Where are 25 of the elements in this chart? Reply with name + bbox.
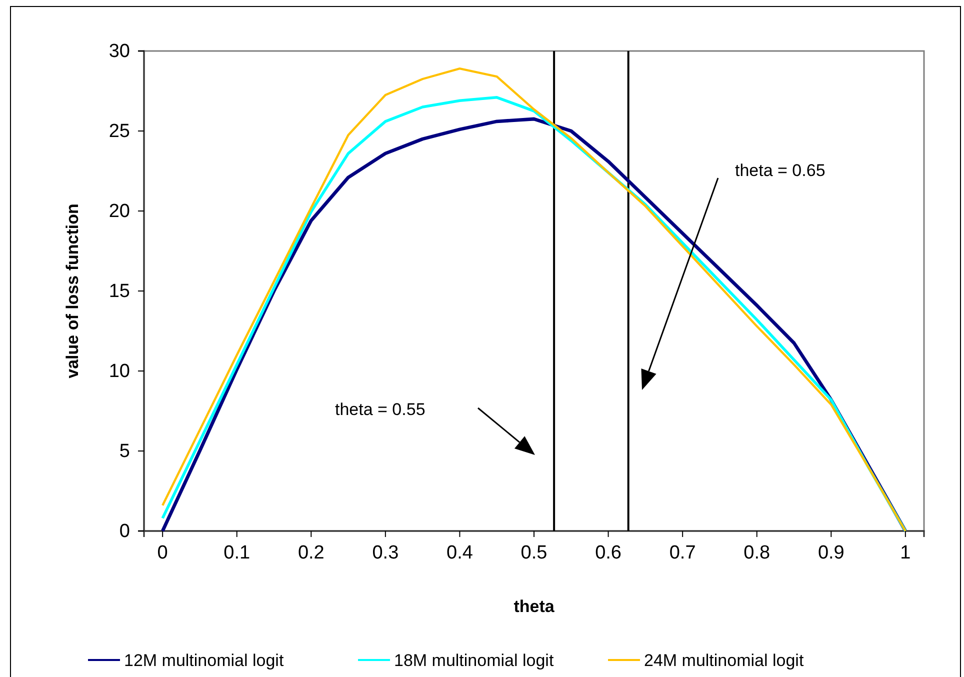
legend-label: 24M multinomial logit bbox=[644, 651, 804, 670]
x-tick-label: 0.2 bbox=[298, 542, 324, 564]
y-tick-label: 10 bbox=[108, 361, 130, 382]
x-tick-label: 0.7 bbox=[669, 542, 696, 564]
x-tick-label: 0.4 bbox=[446, 542, 474, 564]
x-tick-label: 0.8 bbox=[744, 542, 770, 564]
x-tick-label: 0.6 bbox=[595, 542, 622, 564]
x-tick-label: 0 bbox=[157, 542, 168, 564]
annotation: theta = 0.65 bbox=[735, 161, 826, 180]
y-tick-label: 5 bbox=[119, 441, 130, 462]
y-tick-label: 15 bbox=[108, 281, 130, 302]
x-tick-label: 0.1 bbox=[224, 542, 250, 564]
x-tick-label: 0.3 bbox=[372, 542, 399, 564]
y-tick-label: 0 bbox=[119, 521, 130, 542]
y-tick-label: 20 bbox=[108, 201, 130, 222]
legend-label: 18M multinomial logit bbox=[394, 651, 554, 670]
x-tick-label: 0.5 bbox=[520, 542, 548, 564]
legend-label: 12M multinomial logit bbox=[124, 651, 284, 670]
y-tick-label: 25 bbox=[108, 121, 130, 142]
y-tick-label: 30 bbox=[108, 41, 130, 62]
y-axis-title: value of loss function bbox=[63, 204, 82, 378]
annotation: theta = 0.55 bbox=[335, 400, 426, 419]
x-axis-title: theta bbox=[514, 597, 555, 616]
x-tick-label: 1 bbox=[900, 542, 911, 564]
x-tick-label: 0.9 bbox=[818, 542, 844, 564]
